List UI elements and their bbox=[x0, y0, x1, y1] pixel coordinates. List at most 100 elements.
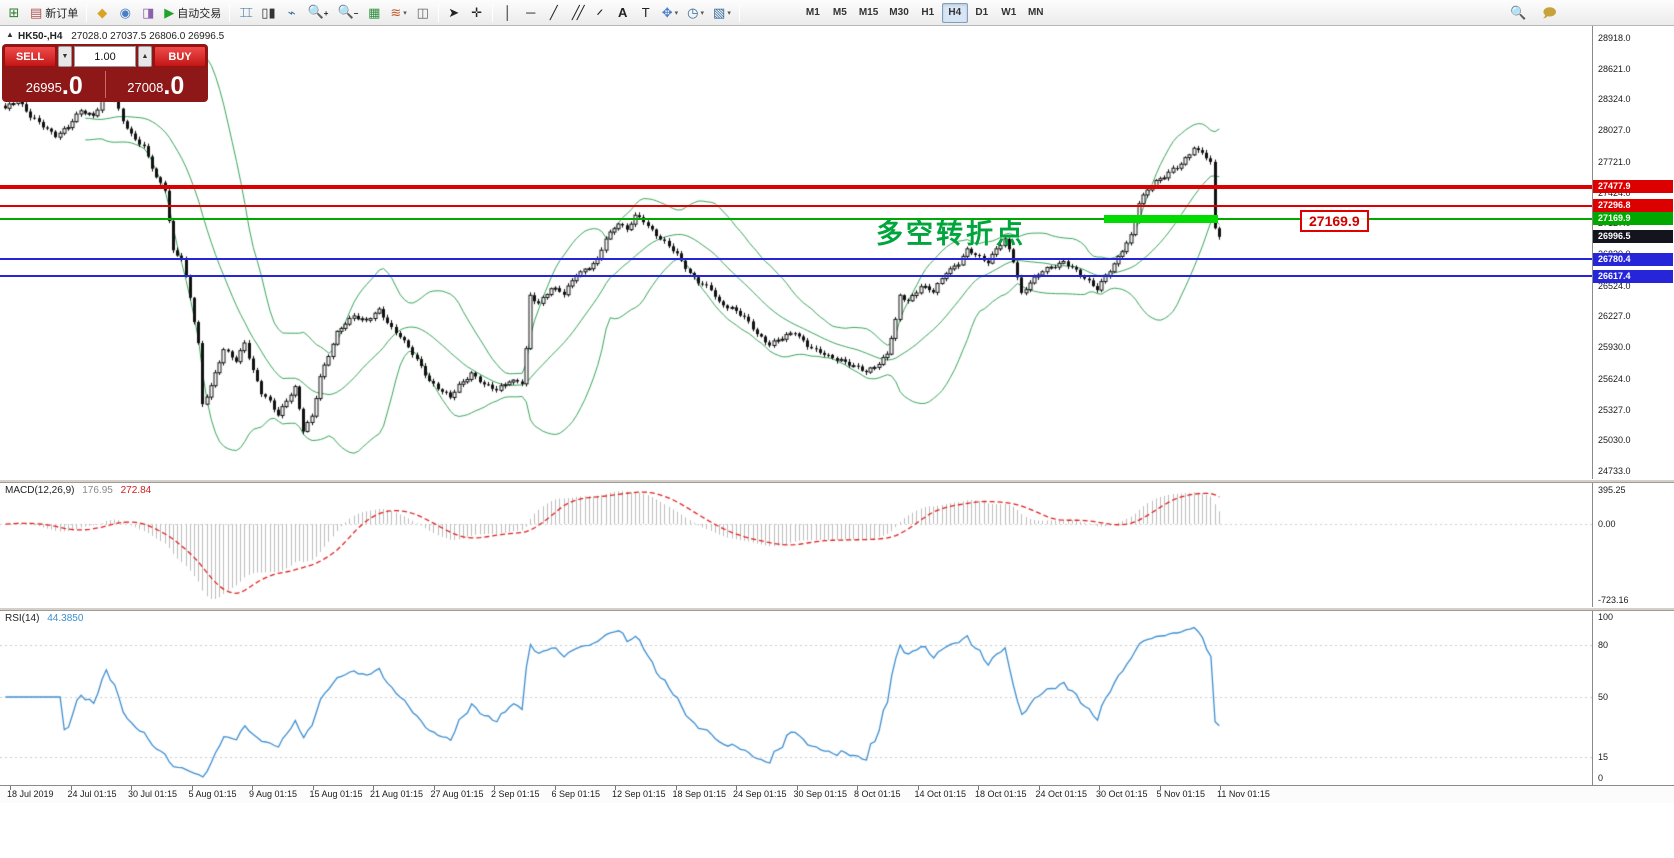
one-click-collapse-toggle[interactable]: ▲ bbox=[6, 30, 14, 39]
trendline-button[interactable]: ╱ bbox=[543, 2, 565, 24]
price-line[interactable] bbox=[0, 184, 1592, 189]
horizontal-line-button[interactable]: ─ bbox=[520, 2, 542, 24]
volume-input[interactable] bbox=[74, 46, 136, 67]
sell-price[interactable]: 26995 .0 bbox=[4, 69, 105, 100]
time-axis-label: 27 Aug 01:15 bbox=[430, 789, 484, 799]
autotrading-icon: ▶ bbox=[164, 5, 175, 20]
autotrading-button[interactable]: ▶ 自动交易 bbox=[160, 2, 225, 24]
zoom-in-button[interactable]: 🔍+ bbox=[304, 2, 333, 24]
timeframe-button-d1[interactable]: D1 bbox=[975, 7, 989, 18]
price-axis-label: 28621.0 bbox=[1598, 63, 1631, 74]
time-tick bbox=[10, 786, 11, 790]
zoom-out-button[interactable]: 🔍− bbox=[333, 2, 362, 24]
macd-signal-value: 272.84 bbox=[120, 485, 152, 496]
bars-chart-button[interactable]: ⌶⌶ bbox=[234, 2, 256, 24]
templates-icon: ▧ bbox=[713, 5, 726, 20]
macd-canvas[interactable] bbox=[0, 483, 1592, 607]
buy-price[interactable]: 27008 .0 bbox=[106, 69, 207, 100]
time-axis-label: 6 Sep 01:15 bbox=[551, 789, 601, 799]
fibonacci-button[interactable]: 𝄍 bbox=[589, 2, 611, 24]
price-line[interactable] bbox=[0, 204, 1592, 207]
time-tick bbox=[554, 786, 556, 790]
time-axis-label: 30 Jul 01:15 bbox=[128, 789, 178, 799]
macd-name: MACD(12,26,9) bbox=[5, 485, 75, 496]
search-icon: 🔍 bbox=[1510, 4, 1527, 20]
candles-chart-button[interactable]: ▯▮ bbox=[257, 2, 279, 24]
trade-prices-row: 26995 .0 27008 .0 bbox=[4, 69, 206, 100]
time-tick bbox=[675, 786, 677, 790]
time-tick bbox=[312, 786, 314, 790]
signals-button[interactable]: ◉ bbox=[114, 2, 136, 24]
new-order-icon: ▤ bbox=[30, 5, 43, 20]
toolbar-separator bbox=[229, 3, 231, 22]
new-order-button[interactable]: ▤ 新订单 bbox=[26, 2, 82, 24]
buy-button[interactable]: BUY bbox=[154, 46, 206, 67]
toolbar: ⊞ ▤ 新订单 ◆ ◉ ◨ ▶ 自动交易 ⌶⌶ ▯▮ ⌁ 🔍+ bbox=[0, 0, 1674, 26]
rsi-canvas[interactable] bbox=[0, 611, 1592, 783]
rsi-label: RSI(14) 44.3850 bbox=[5, 613, 83, 624]
price-axis-label: 24733.0 bbox=[1598, 466, 1631, 476]
price-line-tag: 26617.4 bbox=[1593, 269, 1673, 283]
terminal-button[interactable]: ◨ bbox=[137, 2, 159, 24]
line-chart-button[interactable]: ⌁ bbox=[281, 2, 303, 24]
timeframe-button-h1[interactable]: H1 bbox=[921, 7, 935, 18]
time-axis[interactable] bbox=[0, 785, 1674, 803]
thick-green-line-segment[interactable] bbox=[1104, 215, 1218, 223]
time-tick bbox=[252, 786, 253, 790]
price-line[interactable] bbox=[0, 217, 1592, 220]
cursor-button[interactable]: ➤ bbox=[443, 2, 465, 24]
signals-icon: ◉ bbox=[119, 5, 131, 20]
indicators-button[interactable]: ≋ ▾ bbox=[386, 2, 410, 24]
zoom-in-icon: 🔍+ bbox=[307, 4, 329, 19]
time-tick bbox=[917, 786, 919, 790]
volume-increase-button[interactable]: ▲ bbox=[138, 46, 152, 67]
macd-axis-zero: 0.00 bbox=[1598, 519, 1616, 530]
time-axis-label: 30 Sep 01:15 bbox=[793, 789, 848, 799]
time-tick bbox=[494, 786, 495, 790]
timeframe-button-m15[interactable]: M15 bbox=[858, 7, 879, 18]
price-chart-canvas[interactable] bbox=[0, 26, 1592, 479]
pane-separator[interactable] bbox=[0, 607, 1674, 611]
chat-button[interactable]: 🗩 bbox=[1538, 1, 1560, 23]
timeframe-button-mn[interactable]: MN bbox=[1027, 7, 1044, 18]
vertical-line-icon: │ bbox=[503, 5, 512, 20]
sell-button[interactable]: SELL bbox=[4, 46, 56, 67]
time-axis-label: 18 Jul 2019 bbox=[7, 789, 54, 799]
time-axis-label: 18 Sep 01:15 bbox=[672, 789, 727, 799]
timeframe-button-m5[interactable]: M5 bbox=[832, 7, 847, 18]
search-button[interactable]: 🔍 bbox=[1506, 1, 1530, 23]
market-button[interactable]: ◆ bbox=[91, 2, 113, 24]
timeframe-button-m30[interactable]: M30 bbox=[889, 7, 909, 18]
price-line-tag: 27169.9 bbox=[1593, 212, 1673, 226]
timeframe-button-w1[interactable]: W1 bbox=[1001, 7, 1017, 18]
text-label-button[interactable]: T bbox=[635, 2, 657, 24]
new-chart-button[interactable]: ⊞ bbox=[3, 2, 25, 24]
price-line[interactable] bbox=[0, 275, 1592, 278]
new-order-label: 新订单 bbox=[45, 7, 79, 20]
time-axis-label: 15 Aug 01:15 bbox=[309, 789, 363, 799]
time-axis-label: 24 Sep 01:15 bbox=[733, 789, 787, 799]
templates-button[interactable]: ▧ ▾ bbox=[709, 2, 735, 24]
candles-chart-icon: ▯▮ bbox=[261, 5, 276, 20]
time-tick bbox=[70, 786, 72, 790]
crosshair-button[interactable]: ✛ bbox=[466, 2, 488, 24]
timeframe-button-m1[interactable]: M1 bbox=[805, 7, 820, 18]
price-axis-label: 26227.0 bbox=[1598, 311, 1631, 322]
grid-button[interactable]: ▦ bbox=[363, 2, 385, 24]
tile-windows-button[interactable]: ◫ bbox=[412, 2, 434, 24]
shapes-button[interactable]: ✥ ▾ bbox=[658, 2, 682, 24]
level-callout-label[interactable]: 27169.9 bbox=[1300, 210, 1369, 232]
time-axis-label: 5 Nov 01:15 bbox=[1156, 789, 1206, 799]
rsi-axis-label: 50 bbox=[1598, 692, 1609, 702]
chart-text-annotation[interactable]: 多空转折点 bbox=[876, 219, 1026, 249]
pane-separator[interactable] bbox=[0, 479, 1674, 483]
time-axis-label: 30 Oct 01:15 bbox=[1096, 789, 1148, 799]
equidistant-channel-button[interactable]: ╱╱ bbox=[566, 2, 588, 24]
volume-decrease-button[interactable]: ▼ bbox=[58, 46, 72, 67]
vertical-line-button[interactable]: │ bbox=[497, 2, 519, 24]
text-button[interactable]: A bbox=[612, 2, 634, 24]
periods-button[interactable]: ◷ ▾ bbox=[683, 2, 708, 24]
timeframe-button-h4[interactable]: H4 bbox=[941, 2, 968, 23]
price-line[interactable] bbox=[0, 258, 1592, 261]
time-tick bbox=[1099, 786, 1100, 790]
